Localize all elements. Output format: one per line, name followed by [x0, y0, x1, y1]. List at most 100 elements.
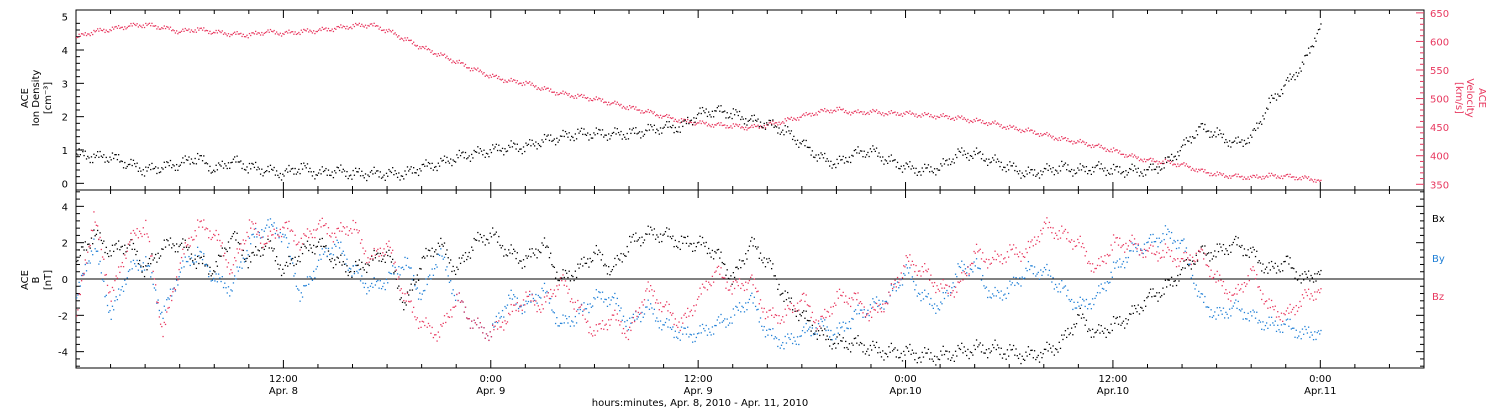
by-point	[811, 327, 814, 329]
by-point	[1084, 305, 1086, 308]
by-point	[95, 250, 98, 252]
by-point	[596, 296, 599, 298]
ion-density-point	[432, 169, 435, 171]
ion-density-point	[977, 152, 979, 155]
velocity-point	[301, 31, 304, 33]
by-point	[816, 333, 818, 335]
velocity-point	[848, 111, 851, 113]
by-point	[380, 287, 383, 290]
by-point	[1273, 324, 1275, 326]
bx-point	[889, 351, 891, 353]
velocity-point	[1110, 148, 1112, 150]
ion-density-point	[496, 149, 499, 152]
velocity-point	[252, 32, 254, 34]
by-point	[414, 285, 416, 287]
bx-point	[827, 338, 830, 341]
velocity-point	[605, 101, 607, 103]
velocity-point	[972, 121, 974, 124]
bx-point	[1190, 268, 1192, 270]
ion-density-point	[1231, 141, 1233, 144]
ion-density-point	[899, 168, 901, 170]
by-point	[740, 311, 742, 313]
bx-point	[387, 254, 389, 257]
ion-density-point	[216, 169, 219, 171]
velocity-y-tick-label: 500	[1430, 95, 1449, 106]
ion-density-point	[329, 174, 331, 176]
by-point	[920, 300, 922, 302]
velocity-point	[952, 117, 954, 119]
bx-point	[757, 246, 759, 248]
bx-point	[503, 255, 505, 257]
ion-density-point	[1007, 169, 1010, 171]
bx-point	[498, 235, 500, 238]
by-point	[945, 292, 947, 294]
velocity-point	[743, 128, 746, 131]
ion-density-point	[859, 150, 862, 152]
bx-point	[245, 260, 247, 262]
velocity-point	[1035, 133, 1037, 136]
velocity-point	[515, 81, 517, 84]
bx-point	[754, 246, 757, 248]
ion-density-point	[248, 162, 251, 165]
bz-point	[754, 287, 757, 289]
velocity-point	[901, 115, 904, 117]
velocity-point	[1142, 160, 1144, 163]
by-point	[1270, 316, 1273, 318]
velocity-point	[182, 28, 184, 30]
bx-point	[1111, 329, 1113, 332]
velocity-point	[420, 47, 422, 50]
bx-point	[416, 274, 419, 276]
by-point	[573, 325, 575, 327]
bx-point	[117, 240, 120, 242]
bx-point	[801, 311, 804, 314]
bz-point	[343, 227, 346, 229]
velocity-point	[436, 55, 438, 57]
ion-density-point	[330, 174, 332, 177]
bx-point	[673, 245, 675, 248]
ion-density-point	[259, 173, 262, 175]
bz-point	[509, 314, 511, 316]
ion-density-point	[1062, 165, 1064, 167]
by-point	[394, 266, 396, 269]
ion-density-point	[582, 133, 584, 136]
bx-point	[1300, 282, 1302, 284]
bz-series	[76, 211, 1322, 342]
ion-density-point	[531, 139, 533, 141]
by-point	[552, 311, 554, 313]
velocity-point	[1196, 171, 1199, 173]
bz-point	[450, 309, 452, 311]
velocity-point	[1052, 135, 1054, 138]
by-point	[1262, 321, 1264, 323]
ion-density-point	[309, 167, 311, 170]
by-point	[1014, 284, 1016, 287]
by-point	[561, 322, 563, 325]
velocity-point	[720, 122, 722, 124]
ion-density-point	[874, 150, 876, 152]
velocity-point	[101, 30, 104, 32]
ion-density-point	[775, 126, 778, 128]
bx-point	[288, 255, 290, 258]
by-point	[666, 318, 668, 320]
legend-by: By	[1432, 254, 1445, 265]
bx-point	[374, 257, 377, 259]
bz-point	[567, 292, 569, 294]
bx-point	[1309, 280, 1311, 282]
velocity-point	[593, 97, 595, 100]
velocity-point	[748, 127, 751, 129]
ion-density-point	[1030, 169, 1032, 171]
by-point	[1220, 310, 1222, 312]
bz-point	[568, 288, 570, 291]
velocity-point	[76, 36, 78, 39]
velocity-point	[346, 25, 348, 28]
by-point	[193, 262, 195, 264]
velocity-point	[724, 124, 726, 126]
velocity-point	[424, 47, 426, 50]
velocity-point	[670, 117, 673, 120]
ion-density-point	[1114, 169, 1116, 171]
bx-point	[945, 350, 947, 352]
ion-density-point	[1252, 129, 1254, 131]
velocity-point	[158, 28, 161, 30]
by-point	[773, 338, 775, 340]
velocity-point	[324, 28, 326, 30]
by-point	[790, 333, 793, 335]
